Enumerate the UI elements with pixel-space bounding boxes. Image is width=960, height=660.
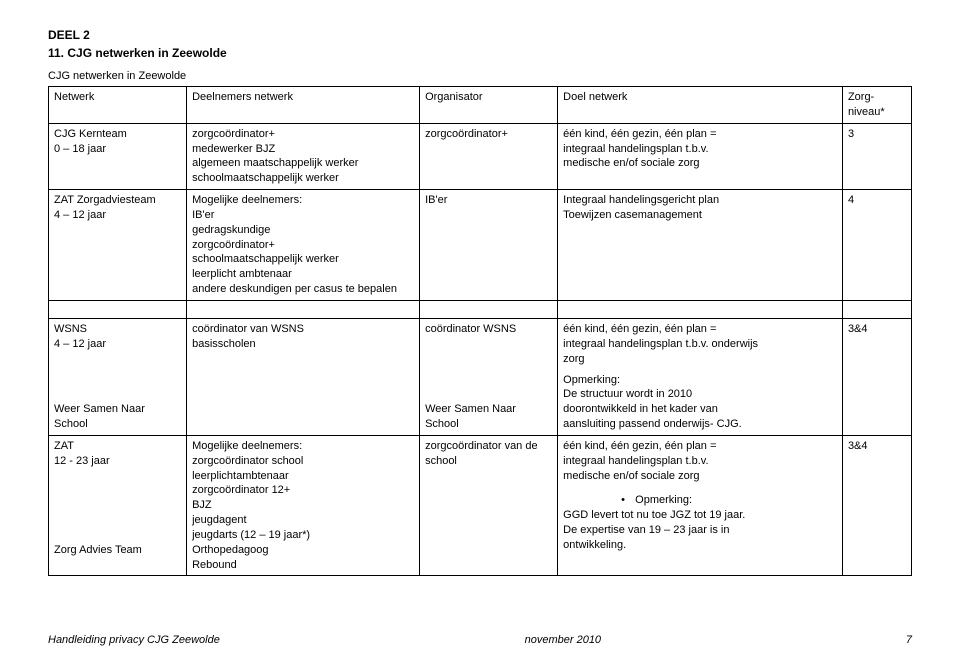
cell: ZAT Zorgadviesteam 4 – 12 jaar — [49, 190, 187, 301]
col-header: Netwerk — [49, 87, 187, 124]
cell: 3&4 — [842, 318, 911, 369]
cell: CJG Kernteam 0 – 18 jaar — [49, 123, 187, 189]
subtitle: CJG netwerken in Zeewolde — [48, 70, 912, 82]
cell: IB'er — [420, 190, 558, 301]
cell: één kind, één gezin, één plan = integraa… — [558, 123, 843, 189]
col-header: Deelnemers netwerk — [187, 87, 420, 124]
section-title: 11. CJG netwerken in Zeewolde — [48, 46, 912, 60]
table-row: WSNS 4 – 12 jaar coördinator van WSNS ba… — [49, 318, 912, 369]
spacer-row — [49, 300, 912, 318]
remark-label: Opmerking: — [563, 373, 837, 388]
cell: coördinator van WSNS basisscholen — [187, 318, 420, 369]
cell — [842, 300, 911, 318]
cell: één kind, één gezin, één plan = integraa… — [558, 435, 843, 576]
footer-center: november 2010 — [525, 634, 601, 646]
cell: Mogelijke deelnemers: zorgcoördinator sc… — [187, 435, 420, 576]
cell — [187, 370, 420, 436]
cell: 4 — [842, 190, 911, 301]
cell — [187, 300, 420, 318]
footer-left: Handleiding privacy CJG Zeewolde — [48, 634, 220, 646]
bullet-icon: • — [621, 493, 635, 508]
part-label: DEEL 2 — [48, 28, 912, 42]
col-header: Zorg- niveau* — [842, 87, 911, 124]
cell: Weer Samen Naar School — [49, 370, 187, 436]
cell: zorgcoördinator van de school — [420, 435, 558, 576]
col-header: Organisator — [420, 87, 558, 124]
cell: zorgcoördinator+ medewerker BJZ algemeen… — [187, 123, 420, 189]
cell: Weer Samen Naar School — [420, 370, 558, 436]
table-row: ZAT 12 - 23 jaar Zorg Advies Team Mogeli… — [49, 435, 912, 576]
table-row: CJG Kernteam 0 – 18 jaar zorgcoördinator… — [49, 123, 912, 189]
cell — [49, 300, 187, 318]
goal-text: één kind, één gezin, één plan = integraa… — [563, 439, 837, 484]
page-footer: Handleiding privacy CJG Zeewolde novembe… — [48, 634, 912, 646]
footer-page-number: 7 — [906, 634, 912, 646]
cell: één kind, één gezin, één plan = integraa… — [558, 318, 843, 369]
network-table: Netwerk Deelnemers netwerk Organisator D… — [48, 86, 912, 576]
cell: zorgcoördinator+ — [420, 123, 558, 189]
col-header: Doel netwerk — [558, 87, 843, 124]
cell: 3&4 — [842, 435, 911, 576]
cell: WSNS 4 – 12 jaar — [49, 318, 187, 369]
remark-body: De structuur wordt in 2010 doorontwikkel… — [563, 387, 837, 432]
remark-body: GGD levert tot nu toe JGZ tot 19 jaar. D… — [563, 508, 837, 553]
cell — [558, 300, 843, 318]
cell: Integraal handelingsgericht plan Toewijz… — [558, 190, 843, 301]
table-row: ZAT Zorgadviesteam 4 – 12 jaar Mogelijke… — [49, 190, 912, 301]
cell: coördinator WSNS — [420, 318, 558, 369]
cell: Opmerking: De structuur wordt in 2010 do… — [558, 370, 843, 436]
remark-label: Opmerking: — [635, 494, 692, 506]
cell: ZAT 12 - 23 jaar Zorg Advies Team — [49, 435, 187, 576]
table-row: Weer Samen Naar School Weer Samen Naar S… — [49, 370, 912, 436]
cell — [842, 370, 911, 436]
cell: 3 — [842, 123, 911, 189]
table-header-row: Netwerk Deelnemers netwerk Organisator D… — [49, 87, 912, 124]
cell: Mogelijke deelnemers: IB'er gedragskundi… — [187, 190, 420, 301]
cell — [420, 300, 558, 318]
